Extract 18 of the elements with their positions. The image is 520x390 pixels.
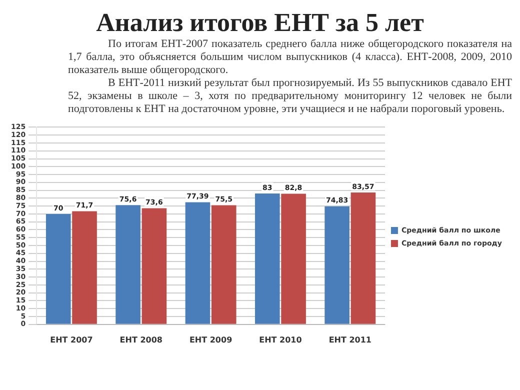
text: В ЕНТ-2011 низкий результат был прогнозируемый. Из 55 выпускников сдавало ЕНТ 52, экзамены в школе – 3, хотя по предварительному мониторингу 12 человек не были подготовлены к ЕНТ на достаточном уровне, эти учащиеся и не набрали пороговый уровень. (68, 77, 512, 116)
bar (211, 205, 236, 324)
bar (185, 202, 210, 324)
x-tick-label: ЕНТ 2009 (189, 335, 233, 344)
bar (254, 193, 280, 324)
bar (72, 211, 97, 324)
bar (46, 214, 71, 324)
x-tick-label: ЕНТ 2011 (328, 335, 372, 344)
x-tick-label: ЕНТ 2008 (120, 335, 163, 344)
bar (116, 205, 140, 324)
chart-title: Анализ итогов ЕНТ за 5 лет (95, 8, 425, 38)
text: По итогам ЕНТ-2007 показатель среднего балла ниже общегородского показателя на 1,7 балла, это объясняется большим числом выпускников (4 класса). ЕНТ-2008, 2009, 2010 показатель выше общегородского. (68, 38, 512, 77)
bar (324, 206, 350, 324)
bar (281, 194, 306, 324)
bar (142, 208, 167, 324)
bar (350, 192, 376, 324)
x-tick-label: ЕНТ 2010 (259, 335, 302, 344)
x-tick-label: ЕНТ 2007 (50, 335, 93, 344)
